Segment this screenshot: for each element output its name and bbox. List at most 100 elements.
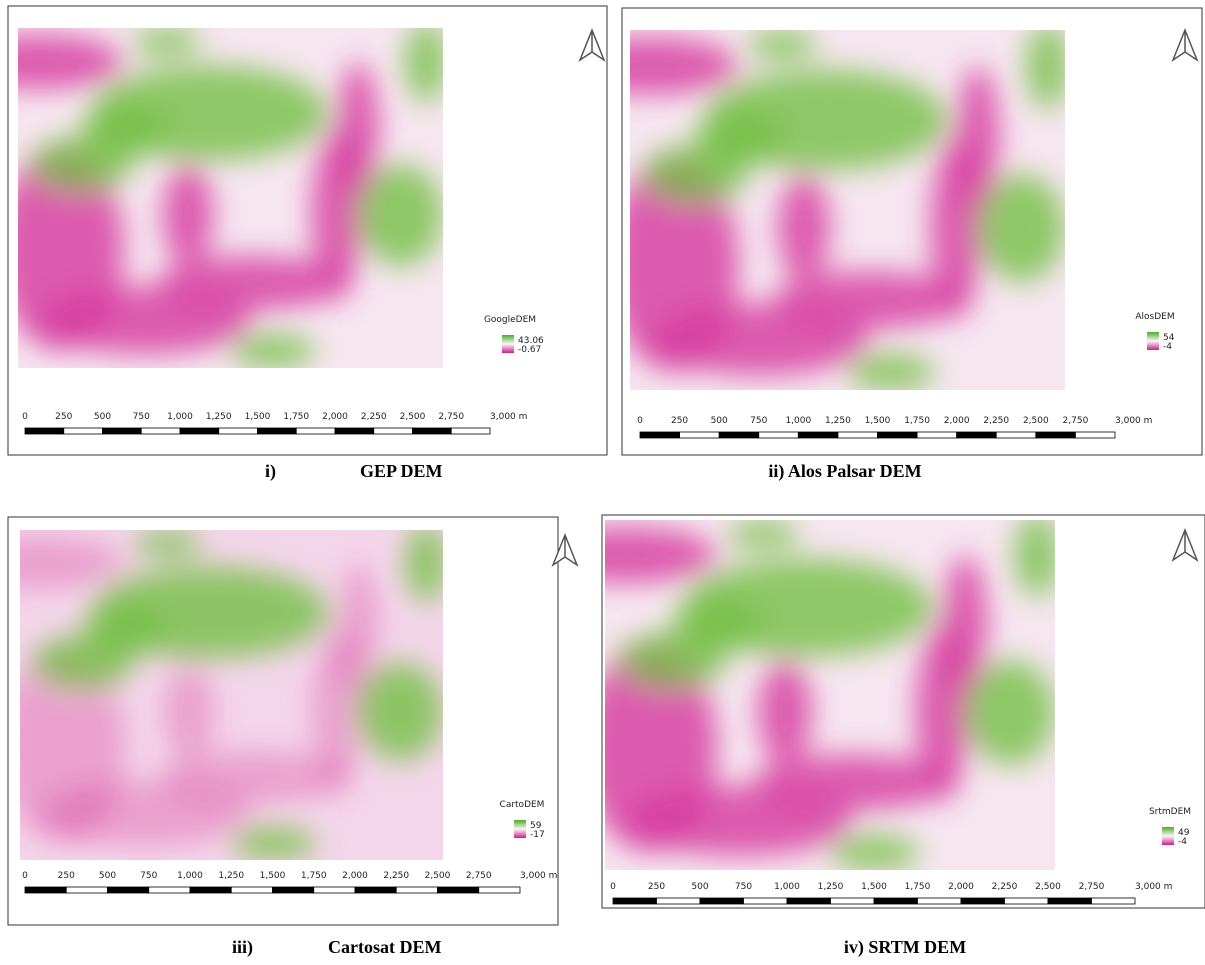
high-area — [358, 164, 443, 266]
legend-min: -4 — [1163, 342, 1172, 352]
scale-segment — [257, 427, 297, 435]
scale-label: 3,000 m — [490, 412, 527, 422]
scale-segment — [830, 897, 875, 905]
scale-segment — [877, 431, 918, 439]
scale-label: 2,250 — [983, 416, 1009, 426]
north-arrow — [1171, 527, 1199, 562]
scale-segment — [102, 427, 142, 435]
scale-label: 2,750 — [1079, 882, 1105, 892]
scale-label: 1,250 — [206, 412, 232, 422]
scale-segment — [797, 431, 839, 439]
legend-title: GoogleDEM — [484, 315, 536, 325]
caption-number: ii) — [768, 461, 784, 482]
legend-title: AlosDEM — [1135, 312, 1174, 322]
scale-segment — [24, 427, 65, 435]
scale-segment — [107, 886, 150, 894]
map-panel: GoogleDEM 43.06-0.67 0 250 500 750 1,000 1,250 1… — [7, 5, 608, 482]
scale-segment — [148, 886, 191, 894]
scale-label: 2,500 — [425, 871, 451, 881]
low-area — [630, 37, 739, 95]
scale-label: 2,500 — [1035, 882, 1061, 892]
dem-raster — [20, 530, 443, 860]
scale-label: 250 — [58, 871, 75, 881]
legend-max: 49 — [1178, 828, 1190, 838]
scale-label: 1,750 — [905, 882, 931, 892]
scale-segment — [140, 427, 181, 435]
scale-label: 1,750 — [301, 871, 327, 881]
north-arrow — [578, 27, 606, 62]
scale-label: 3,000 m — [520, 871, 557, 881]
caption: iv) SRTM DEM — [844, 937, 966, 958]
scale-label: 2,500 — [400, 412, 426, 422]
high-area — [1014, 520, 1055, 597]
legend-min: -0.67 — [518, 345, 541, 355]
scale-segment — [65, 886, 108, 894]
scale-segment — [718, 431, 760, 439]
scale-label: 1,000 — [177, 871, 203, 881]
scale-label: 1,250 — [825, 416, 851, 426]
high-area — [230, 334, 316, 368]
scale-segment — [437, 886, 480, 894]
scale-label: 2,500 — [1023, 416, 1049, 426]
legend-title: CartoDEM — [500, 800, 545, 810]
low-area — [158, 255, 346, 311]
scale-label: 1,000 — [167, 412, 193, 422]
scale-label: 2,750 — [438, 412, 464, 422]
scale-label: 1,500 — [245, 412, 271, 422]
high-area — [965, 660, 1055, 765]
high-area — [695, 109, 783, 167]
legend-ramp — [1147, 332, 1159, 350]
scale-label: 0 — [22, 412, 28, 422]
high-area — [358, 662, 443, 761]
scale-label: 2,000 — [342, 871, 368, 881]
raster-blobs — [605, 520, 1055, 870]
scale-segment — [179, 427, 220, 435]
scale-label: 750 — [133, 412, 150, 422]
low-area — [758, 660, 812, 765]
scale-label: 500 — [99, 871, 116, 881]
legend-ramp — [1162, 827, 1174, 845]
scale-segment — [412, 427, 452, 435]
scale-segment — [395, 886, 438, 894]
scale-segment — [916, 431, 958, 439]
high-area — [81, 102, 167, 158]
scale-segment — [1047, 897, 1092, 905]
scale-segment — [1075, 431, 1116, 439]
caption-number: iii) — [232, 937, 253, 958]
scale-label: 2,000 — [948, 882, 974, 892]
dem-raster — [605, 520, 1055, 870]
scale-segment — [960, 897, 1005, 905]
scale-segment — [837, 431, 878, 439]
scale-label: 750 — [140, 871, 157, 881]
legend-max: 59 — [530, 821, 542, 831]
low-area — [753, 754, 952, 811]
legend-max: 54 — [1163, 333, 1175, 343]
caption-text: SRTM DEM — [868, 937, 966, 957]
high-area — [672, 597, 763, 653]
scale-label: 1,000 — [785, 416, 811, 426]
high-area — [847, 354, 935, 390]
legend-ramp — [502, 335, 514, 353]
scale-label: 2,000 — [322, 412, 348, 422]
low-area — [605, 527, 718, 583]
scale-label: 500 — [691, 882, 708, 892]
scale-segment — [743, 897, 788, 905]
low-area — [162, 164, 214, 266]
high-area — [404, 530, 443, 603]
low-area — [956, 66, 1000, 210]
caption-number: i) — [265, 461, 276, 482]
scale-segment — [272, 886, 315, 894]
scale-label: 2,250 — [361, 412, 387, 422]
scale-label: 1,250 — [218, 871, 244, 881]
scale-segment — [679, 431, 720, 439]
scale-segment — [450, 427, 491, 435]
scale-label: 3,000 m — [1135, 882, 1172, 892]
scale-label: 500 — [94, 412, 111, 422]
high-area — [83, 602, 169, 656]
low-area — [777, 174, 831, 282]
low-area — [159, 751, 346, 804]
low-area — [163, 662, 215, 761]
scale-segment — [334, 427, 375, 435]
scale-label: 2,250 — [992, 882, 1018, 892]
